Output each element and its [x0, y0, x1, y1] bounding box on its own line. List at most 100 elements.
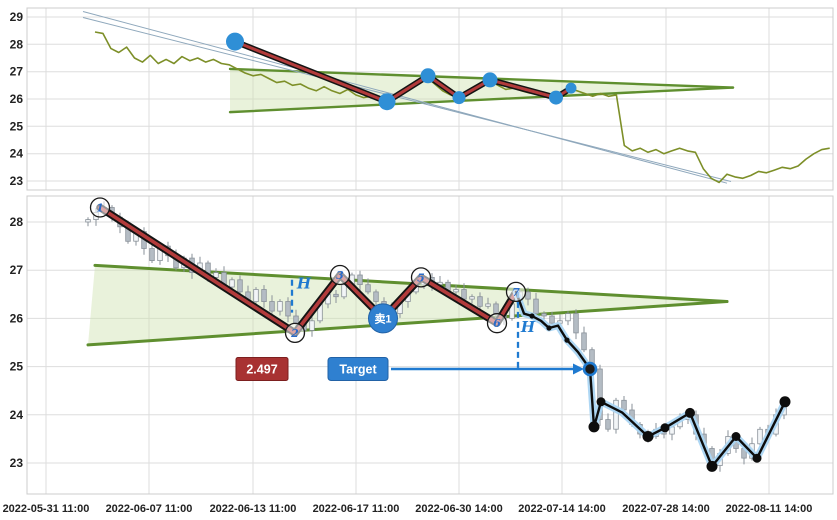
- swing-dot: [660, 423, 670, 433]
- pivot-number: 3: [336, 269, 344, 282]
- candle-body: [213, 272, 219, 278]
- candle-body: [261, 289, 267, 303]
- swing-dot: [564, 337, 570, 343]
- swing-dot: [706, 460, 718, 472]
- zigzag-pivot-dot[interactable]: [420, 68, 436, 84]
- target-arrowhead: [573, 363, 584, 375]
- x-axis-label: 2022-05-31 11:00: [3, 503, 90, 515]
- pivot-number-marker[interactable]: 3: [329, 264, 351, 286]
- height-box-value: 2.497: [246, 363, 277, 377]
- candle-body: [549, 315, 555, 324]
- swing-dot: [752, 453, 762, 463]
- pivot-number: 6: [493, 317, 501, 330]
- zigzag-pivot-dot[interactable]: [565, 82, 577, 94]
- pivot-number-circle[interactable]: [486, 313, 508, 334]
- height-measure-label: H: [520, 318, 536, 336]
- y-axis-label: 26: [10, 92, 24, 106]
- candle-body: [285, 301, 291, 317]
- y-axis-label: 24: [10, 408, 24, 422]
- y-axis-label: 25: [10, 360, 24, 374]
- y-axis-label: 23: [10, 456, 24, 470]
- zigzag-pivot-dot[interactable]: [482, 72, 498, 88]
- x-axis-label: 2022-06-17 11:00: [313, 503, 400, 515]
- wedge-fill: [230, 68, 733, 113]
- candle-body: [613, 399, 619, 430]
- candle-body: [565, 313, 571, 322]
- pivot-number-circle[interactable]: [329, 264, 351, 286]
- candle-body: [493, 303, 499, 314]
- candle-body: [309, 320, 315, 331]
- target-point[interactable]: [582, 361, 598, 377]
- candle-body: [461, 289, 467, 300]
- trend-channel-line: [82, 17, 732, 182]
- target-annotation[interactable]: Target: [327, 357, 598, 381]
- y-axis-label: 25: [10, 119, 24, 133]
- candle-body: [293, 315, 299, 324]
- pivot-number-marker[interactable]: 6: [486, 313, 508, 334]
- candle-body: [365, 284, 371, 293]
- x-axis-label: 2022-07-28 14:00: [622, 503, 709, 515]
- pivot-number-circle[interactable]: [410, 267, 432, 288]
- sell-badge-circle[interactable]: [368, 303, 398, 334]
- candle-body: [573, 313, 579, 334]
- grid: [27, 8, 833, 494]
- candle-body: [277, 301, 283, 312]
- zigzag-pivot-dot[interactable]: [378, 93, 396, 111]
- y-axis-label: 29: [10, 10, 24, 24]
- zigzag-pivot-dot[interactable]: [226, 32, 244, 51]
- x-axis-label: 2022-07-14 14:00: [518, 503, 605, 515]
- x-axis-label: 2022-08-11 14:00: [726, 503, 813, 515]
- swing-dot: [529, 313, 535, 319]
- overview-panel-canvas[interactable]: [26, 7, 834, 191]
- swing-dot: [642, 431, 654, 442]
- swing-dot: [779, 396, 791, 408]
- target-box-label: Target: [339, 363, 377, 377]
- candle-body: [477, 296, 483, 307]
- candle-body: [581, 332, 587, 351]
- candle-body: [341, 284, 347, 298]
- target-box-rect[interactable]: [327, 357, 389, 381]
- swing-dot: [546, 325, 552, 331]
- zigzag-pivot-dot[interactable]: [452, 91, 466, 105]
- height-measure-label: H: [296, 275, 312, 293]
- sell-signal-badge[interactable]: 卖1: [368, 303, 398, 334]
- pivot-number-marker[interactable]: 1: [89, 197, 111, 218]
- swing-dot: [588, 421, 600, 433]
- candle-body: [597, 368, 603, 420]
- pivot-number-circle[interactable]: [505, 281, 527, 303]
- detail-panel-canvas[interactable]: [26, 195, 834, 495]
- candle-body: [621, 399, 627, 411]
- candle-body: [453, 289, 459, 293]
- candle-body: [525, 291, 531, 300]
- pivot-number-circle[interactable]: [89, 197, 111, 218]
- height-box-rect[interactable]: [235, 357, 289, 381]
- candle-body: [373, 291, 379, 302]
- y-axis-label: 24: [10, 147, 24, 161]
- candle-body: [253, 289, 259, 303]
- x-axis-label: 2022-06-13 11:00: [210, 503, 297, 515]
- swing-dot: [685, 407, 695, 418]
- zigzag-pivot-dot[interactable]: [549, 90, 563, 105]
- y-axis-label: 23: [10, 174, 24, 188]
- trend-channel-line: [82, 11, 728, 184]
- pivot-number-marker[interactable]: 2: [284, 322, 306, 344]
- candle-body: [237, 279, 243, 293]
- swing-dot: [731, 432, 741, 441]
- pivot-number-marker[interactable]: 7: [505, 281, 527, 303]
- candle-body: [357, 274, 363, 286]
- pivot-number-marker[interactable]: 5: [410, 267, 432, 288]
- candle-body: [757, 428, 763, 445]
- x-axis-label: 2022-06-30 14:00: [415, 503, 502, 515]
- y-axis-label: 26: [10, 311, 24, 325]
- pivot-number-circle[interactable]: [284, 322, 306, 344]
- sell-badge-label: 卖1: [374, 311, 391, 325]
- pivot-number: 7: [512, 286, 520, 299]
- candle-body: [229, 279, 235, 288]
- wedge-lower-line: [86, 300, 729, 347]
- pivot-number: 2: [290, 327, 299, 340]
- pattern-height-box[interactable]: 2.497: [235, 357, 289, 381]
- pivot-number: 1: [96, 202, 104, 215]
- y-axis-label: 27: [10, 263, 24, 277]
